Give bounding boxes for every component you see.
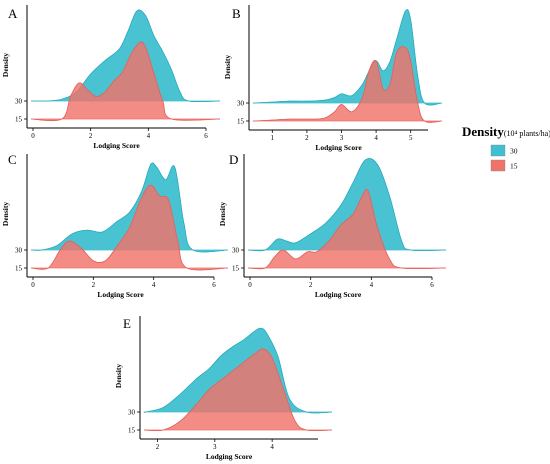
y-tick-label: 30 xyxy=(237,100,245,108)
x-tick-label: 2 xyxy=(92,281,96,289)
x-tick-label: 4 xyxy=(374,134,378,142)
x-tick-label: 0 xyxy=(31,132,35,140)
panel-e: E 30 15 Density 2 3 4 Lodging Score xyxy=(114,316,333,461)
y-axis-title: Density xyxy=(1,53,10,77)
x-tick-label: 5 xyxy=(409,134,413,142)
ridge-line-30 xyxy=(30,162,229,253)
y-tick-label: 30 xyxy=(15,98,23,106)
x-tick-label: 2 xyxy=(309,281,313,289)
x-tick-label: 2 xyxy=(305,134,309,142)
x-tick-label: 4 xyxy=(270,443,274,451)
x-tick-label: 4 xyxy=(152,281,156,289)
y-tick-label: 30 xyxy=(128,409,136,417)
ridge-line-30 xyxy=(247,158,447,252)
y-tick-label: 15 xyxy=(15,116,23,124)
panel-label: B xyxy=(232,6,241,21)
y-tick-label: 30 xyxy=(232,247,240,255)
legend: Density(10⁴ plants/ha) 30 15 xyxy=(462,124,550,172)
ridge-line-15 xyxy=(143,348,333,432)
x-tick-label: 3 xyxy=(340,134,344,142)
panel-label: D xyxy=(229,152,238,167)
y-tick-label: 15 xyxy=(232,265,240,273)
ridge-line-15 xyxy=(30,41,221,121)
x-tick-label: 4 xyxy=(370,281,374,289)
y-tick-label: 15 xyxy=(237,118,245,126)
x-tick-label: 6 xyxy=(430,281,434,289)
panel-label: A xyxy=(8,6,18,21)
x-tick-label: 2 xyxy=(89,132,93,140)
panel-label: C xyxy=(8,152,17,167)
ridge-line-15 xyxy=(252,46,443,123)
y-axis-title: Density xyxy=(114,364,123,388)
ridge-line-15 xyxy=(30,184,229,271)
x-tick-label: 3 xyxy=(213,443,217,451)
panel-a: A 30 15 Density 0 2 4 6 Lodging Score xyxy=(1,5,221,150)
legend-title: Density(10⁴ plants/ha) xyxy=(462,124,550,139)
x-tick-label: 1 xyxy=(271,134,275,142)
x-axis-title: Lodging Score xyxy=(315,143,362,152)
x-tick-label: 6 xyxy=(204,132,208,140)
x-tick-label: 6 xyxy=(212,281,216,289)
x-axis-title: Lodging Score xyxy=(93,141,140,150)
panel-c: C 30 15 Density 0 2 4 6 Lodging Score xyxy=(1,152,229,299)
panel-b: B 30 15 Density 1 2 3 4 5 Lodging Score xyxy=(223,5,443,152)
ridge-line-30 xyxy=(252,9,443,106)
ridge-line-30 xyxy=(30,9,221,103)
panel-d: D 30 15 Density 0 2 4 6 Lodging Score xyxy=(218,152,447,299)
x-axis-title: Lodging Score xyxy=(206,452,253,461)
legend-label-30: 30 xyxy=(510,147,518,156)
legend-swatch-30 xyxy=(490,144,506,157)
x-tick-label: 4 xyxy=(147,132,151,140)
legend-subtitle: (10⁴ plants/ha) xyxy=(504,129,550,138)
x-tick-label: 2 xyxy=(156,443,160,451)
x-axis-title: Lodging Score xyxy=(315,290,362,299)
x-axis-title: Lodging Score xyxy=(97,290,144,299)
panel-label: E xyxy=(123,316,131,331)
ridge-line-30 xyxy=(143,327,333,414)
legend-swatch-15 xyxy=(490,159,506,172)
y-axis-title: Density xyxy=(1,202,10,226)
y-axis-title: Density xyxy=(223,55,232,79)
y-tick-label: 15 xyxy=(128,427,136,435)
x-tick-label: 0 xyxy=(248,281,252,289)
y-tick-label: 15 xyxy=(15,265,23,273)
y-axis-title: Density xyxy=(218,202,227,226)
y-tick-label: 30 xyxy=(15,247,23,255)
x-tick-label: 0 xyxy=(31,281,35,289)
ridge-line-15 xyxy=(247,189,447,270)
legend-label-15: 15 xyxy=(510,162,518,171)
